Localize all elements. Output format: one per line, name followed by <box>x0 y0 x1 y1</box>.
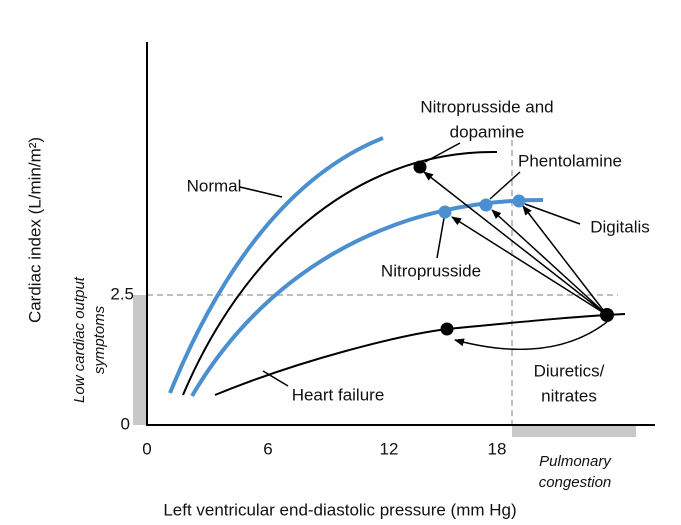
callout-line <box>524 203 581 225</box>
region-label: Pulmonary <box>539 453 612 470</box>
callout-line <box>262 370 289 387</box>
callout-line <box>239 186 283 198</box>
annotation: dopamine <box>450 122 525 141</box>
arrow <box>451 216 608 316</box>
region-label: symptoms <box>91 305 108 374</box>
callout-line <box>489 171 521 200</box>
annotation: Heart failure <box>292 385 385 404</box>
x-tick-label: 12 <box>380 439 399 458</box>
point <box>512 194 526 208</box>
annotation: Nitroprusside and <box>420 97 553 116</box>
annotation: nitrates <box>541 386 597 405</box>
arrow <box>423 171 608 316</box>
annotation: Phentolamine <box>518 151 622 170</box>
x-tick-label: 6 <box>263 439 272 458</box>
callout-line <box>436 217 445 259</box>
point <box>413 160 427 174</box>
y-tick-label: 2.5 <box>110 284 134 303</box>
arrow <box>454 321 608 350</box>
normal-curve <box>168 136 384 394</box>
annotation: Nitroprusside <box>381 261 481 280</box>
point <box>438 205 452 219</box>
point <box>440 322 454 336</box>
curve <box>190 198 544 398</box>
x-axis-label: Left ventricular end-diastolic pressure … <box>163 500 516 519</box>
point <box>600 308 614 322</box>
point <box>479 198 493 212</box>
symptom-band <box>133 295 146 425</box>
region-label: congestion <box>539 474 612 491</box>
annotation: Diuretics/ <box>534 361 605 380</box>
x-tick-label: 18 <box>488 439 507 458</box>
curve <box>182 150 498 396</box>
congestion-band <box>512 426 636 437</box>
annotation: Digitalis <box>590 217 650 236</box>
callout-line <box>424 142 461 163</box>
arrow <box>522 205 608 316</box>
heart-failure-curve <box>214 313 626 396</box>
arrow <box>491 209 608 316</box>
x-tick-label: 0 <box>142 439 151 458</box>
y-tick-label: 0 <box>121 414 130 433</box>
y-axis-label: Cardiac index (L/min/m²) <box>25 137 44 323</box>
annotation: Normal <box>187 176 242 195</box>
region-label: Low cardiac output <box>71 276 88 403</box>
